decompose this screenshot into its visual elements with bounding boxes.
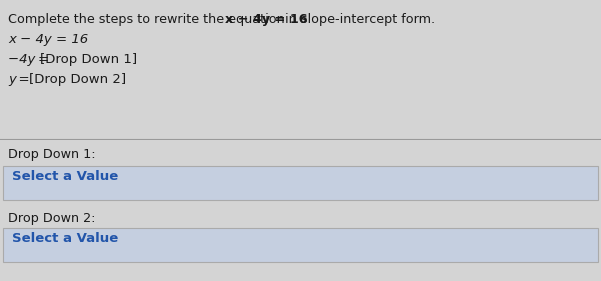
Text: [Drop Down 1]: [Drop Down 1] — [40, 53, 137, 66]
Text: [Drop Down 2]: [Drop Down 2] — [29, 73, 126, 86]
Text: −4y =: −4y = — [8, 53, 52, 66]
Text: in slope-intercept form.: in slope-intercept form. — [281, 13, 435, 26]
Text: Drop Down 2:: Drop Down 2: — [8, 212, 96, 225]
Text: y =: y = — [8, 73, 32, 86]
FancyBboxPatch shape — [3, 228, 598, 262]
Text: Select a Value: Select a Value — [12, 232, 118, 245]
Text: Complete the steps to rewrite the equation: Complete the steps to rewrite the equati… — [8, 13, 288, 26]
Text: Select a Value: Select a Value — [12, 170, 118, 183]
Text: Drop Down 1:: Drop Down 1: — [8, 148, 96, 161]
FancyBboxPatch shape — [3, 166, 598, 200]
Text: x − 4y = 16: x − 4y = 16 — [8, 33, 88, 46]
Text: x − 4y = 16: x − 4y = 16 — [225, 13, 308, 26]
